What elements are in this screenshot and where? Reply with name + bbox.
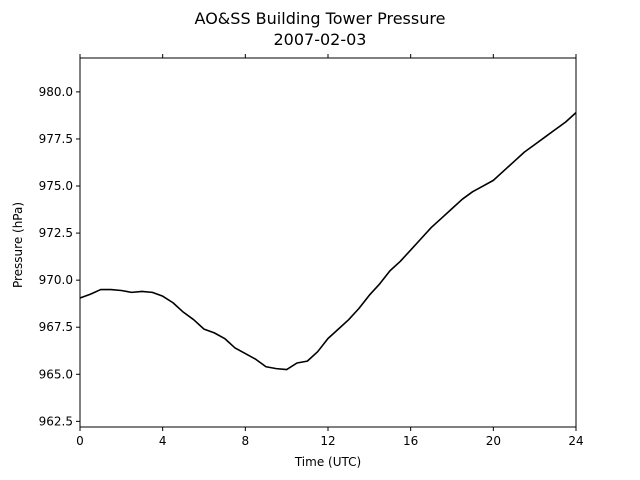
y-tick-label: 972.5 [39,226,73,240]
plot-frame [79,57,577,428]
chart-title: AO&SS Building Tower Pressure [195,9,446,28]
y-tick-label: 970.0 [39,273,73,287]
x-axis-label: Time (UTC) [294,455,361,469]
y-tick-label: 975.0 [39,179,73,193]
y-tick-label: 967.5 [39,320,73,334]
y-tick-label: 980.0 [39,85,73,99]
x-tick-label: 8 [242,434,250,448]
x-tick-label: 4 [159,434,167,448]
x-tick-label: 12 [320,434,335,448]
x-tick-label: 20 [486,434,501,448]
x-tick-label: 24 [568,434,583,448]
x-tick-label: 0 [76,434,84,448]
y-tick-label: 965.0 [39,367,73,381]
y-axis-label: Pressure (hPa) [11,202,25,288]
pressure-series-line [79,112,577,371]
y-tick-label: 977.5 [39,132,73,146]
plot-area: 0 4 8 12 16 20 24 962.5 965.0 967.5 970.0 972.5 975.… [39,54,584,448]
chart-subtitle: 2007-02-03 [274,30,367,49]
y-tick-label: 962.5 [39,414,73,428]
x-tick-label: 16 [403,434,418,448]
